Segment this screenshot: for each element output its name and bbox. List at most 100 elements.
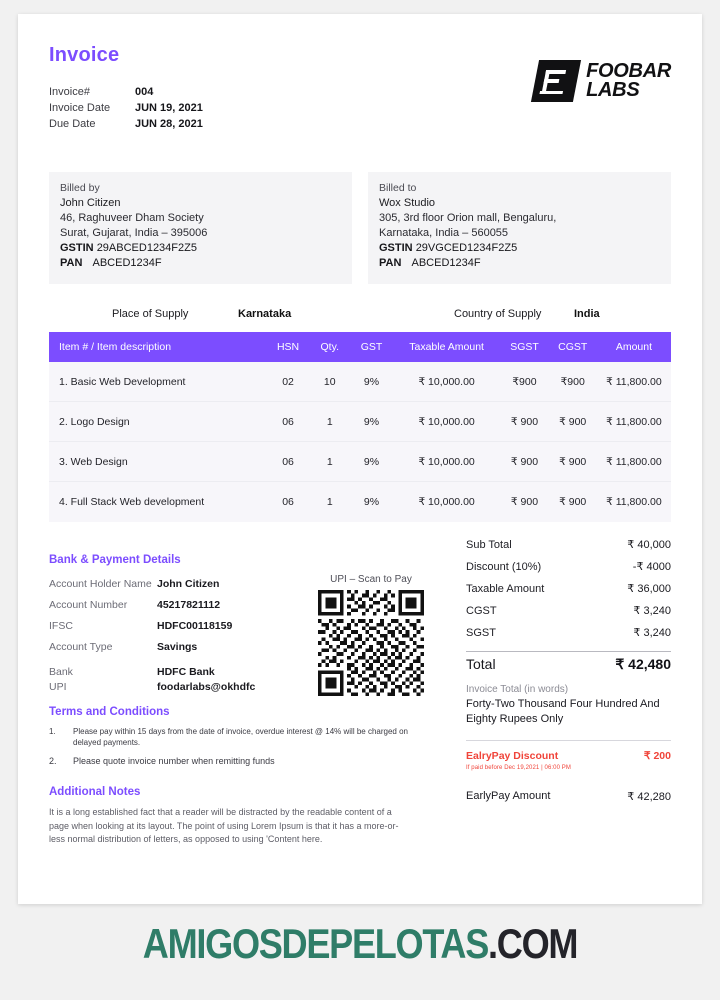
- column-header-sgst: SGST: [510, 341, 539, 353]
- table-row: 4. Full Stack Web development 06 1 9% ₹ …: [49, 482, 671, 522]
- in-words-label: Invoice Total (in words): [466, 684, 569, 695]
- cell-qty: 1: [326, 496, 333, 508]
- meta-label: Invoice Date: [49, 102, 111, 114]
- cell-sgst: ₹ 900: [510, 415, 539, 428]
- bank-detail-value: Savings: [157, 641, 198, 653]
- supply-strip: Place of Supply Karnataka Country of Sup…: [49, 300, 671, 328]
- meta-row: Invoice Date JUN 19, 2021: [49, 100, 671, 116]
- totals-summary: Sub Total ₹ 40,000 Discount (10%) -₹ 400…: [466, 534, 671, 803]
- bank-name-label: Bank: [49, 666, 73, 678]
- f-logo-icon: [531, 60, 582, 102]
- parties-section: Billed by John Citizen 46, Raghuveer Dha…: [49, 172, 671, 284]
- summary-value: ₹ 40,000: [627, 539, 671, 551]
- cell-description: 3. Web Design: [59, 455, 128, 468]
- pan-label: PAN: [379, 257, 402, 269]
- cell-sgst: ₹ 900: [510, 496, 539, 508]
- terms-item: 2. Please quote invoice number when remi…: [49, 755, 409, 767]
- cell-description: 1. Basic Web Development: [59, 375, 186, 388]
- terms-and-conditions: Terms and Conditions 1. Please pay withi…: [49, 706, 409, 774]
- cell-qty: 1: [326, 415, 333, 428]
- logo-line-2: LABS: [586, 79, 640, 101]
- invoice-header: Invoice Invoice# 004 Invoice Date JUN 19…: [49, 44, 671, 164]
- meta-row: Due Date JUN 28, 2021: [49, 116, 671, 132]
- summary-value: ₹ 3,240: [633, 627, 671, 639]
- column-header-taxable-amount: Taxable Amount: [409, 341, 484, 353]
- meta-label: Invoice#: [49, 86, 90, 98]
- summary-row: SGST ₹ 3,240: [466, 622, 671, 644]
- earlypay-amount-row: EarlyPay Amount ₹ 42,280: [466, 790, 671, 803]
- watermark-tld: .COM: [488, 920, 578, 967]
- summary-value: ₹ 36,000: [627, 583, 671, 595]
- summary-divider: [466, 651, 671, 652]
- column-header-cgst: CGST: [558, 341, 588, 353]
- bank-name-row: Bank HDFC Bank: [49, 665, 311, 680]
- cell-cgst: ₹ 900: [559, 415, 587, 428]
- invoice-sheet: Invoice Invoice# 004 Invoice Date JUN 19…: [18, 14, 702, 904]
- cell-sgst: ₹ 900: [510, 455, 539, 468]
- column-header-gst: GST: [360, 341, 383, 353]
- earlypay-amount-value: ₹ 42,280: [627, 791, 671, 803]
- gstin-label: GSTIN: [379, 242, 413, 254]
- cell-amount: ₹ 11,800.00: [606, 455, 662, 468]
- earlypay-note: If paid before Dec 19,2021 | 06:00 PM: [466, 765, 571, 771]
- bank-detail-label: Account Holder Name: [49, 578, 152, 590]
- billed-by-address-1: 46, Raghuveer Dham Society: [60, 212, 204, 224]
- billed-to-name: Wox Studio: [379, 197, 436, 209]
- summary-label: Taxable Amount: [466, 583, 545, 595]
- billed-to-pan: PAN ABCED1234F: [379, 256, 660, 271]
- bank-name-value: HDFC Bank: [157, 666, 215, 678]
- cell-amount: ₹ 11,800.00: [606, 496, 662, 508]
- upi-qr-block: UPI – Scan to Pay: [310, 574, 432, 701]
- additional-notes: Additional Notes It is a long establishe…: [49, 786, 401, 847]
- notes-heading: Additional Notes: [49, 786, 141, 798]
- billed-to-address-1: 305, 3rd floor Orion mall, Bengaluru,: [379, 212, 557, 224]
- bank-detail-row: IFSC HDFC00118159: [49, 616, 311, 637]
- bank-detail-row: Account Holder Name John Citizen: [49, 574, 311, 595]
- cell-gst: 9%: [363, 415, 380, 428]
- summary-row: CGST ₹ 3,240: [466, 600, 671, 622]
- upi-label: UPI: [49, 681, 67, 693]
- country-of-supply-value: India: [574, 308, 600, 320]
- summary-label: CGST: [466, 605, 497, 617]
- qr-label: UPI – Scan to Pay: [330, 574, 412, 585]
- place-of-supply-label: Place of Supply: [112, 308, 189, 320]
- bank-detail-label: Account Type: [49, 641, 113, 653]
- table-body: 1. Basic Web Development 02 10 9% ₹ 10,0…: [49, 362, 671, 522]
- billed-by-label: Billed by: [60, 182, 100, 194]
- summary-value: -₹ 4000: [632, 561, 671, 573]
- bank-detail-value: HDFC00118159: [157, 620, 233, 632]
- cell-hsn: 06: [282, 455, 294, 468]
- gstin-label: GSTIN: [60, 242, 94, 254]
- table-row: 2. Logo Design 06 1 9% ₹ 10,000.00 ₹ 900…: [49, 402, 671, 442]
- table-header-row: Item # / Item description HSN Qty. GST T…: [49, 332, 671, 362]
- cell-cgst: ₹ 900: [559, 496, 587, 508]
- earlypay-discount-label: EalryPay Discount: [466, 750, 559, 762]
- cell-hsn: 06: [282, 496, 294, 508]
- in-words-value: Forty-Two Thousand Four Hundred And Eigh…: [466, 698, 660, 725]
- summary-label: Discount (10%): [466, 561, 542, 573]
- page-title: Invoice: [49, 44, 120, 66]
- summary-row: Sub Total ₹ 40,000: [466, 534, 671, 556]
- earlypay-divider: [466, 740, 671, 741]
- bank-payment-details: Bank & Payment Details Account Holder Na…: [49, 554, 311, 695]
- pan-label: PAN: [60, 257, 83, 269]
- pan-value: ABCED1234F: [411, 257, 481, 269]
- terms-item-text: Please pay within 15 days from the date …: [73, 727, 408, 747]
- billed-to-gstin: GSTIN 29VGCED1234F2Z5: [379, 241, 660, 256]
- meta-value: JUN 19, 2021: [135, 102, 203, 114]
- table-row: 3. Web Design 06 1 9% ₹ 10,000.00 ₹ 900 …: [49, 442, 671, 482]
- cell-gst: 9%: [363, 455, 380, 468]
- column-header-description: Item # / Item description: [59, 341, 172, 353]
- cell-taxable-amount: ₹ 10,000.00: [418, 496, 475, 508]
- meta-value: JUN 28, 2021: [135, 118, 203, 130]
- site-watermark: AMIGOSDEPELOTAS.COM: [50, 920, 669, 968]
- cell-cgst: ₹900: [560, 375, 585, 388]
- qr-code-icon[interactable]: [316, 590, 426, 696]
- company-logo: FOOBAR LABS: [531, 60, 671, 102]
- column-header-hsn: HSN: [276, 341, 300, 353]
- billed-to-card: Billed to Wox Studio 305, 3rd floor Orio…: [368, 172, 671, 284]
- billed-by-address-2: Surat, Gujarat, India – 395006: [60, 227, 208, 239]
- bank-detail-label: IFSC: [49, 620, 73, 632]
- upi-row: UPI foodarlabs@okhdfc: [49, 680, 311, 695]
